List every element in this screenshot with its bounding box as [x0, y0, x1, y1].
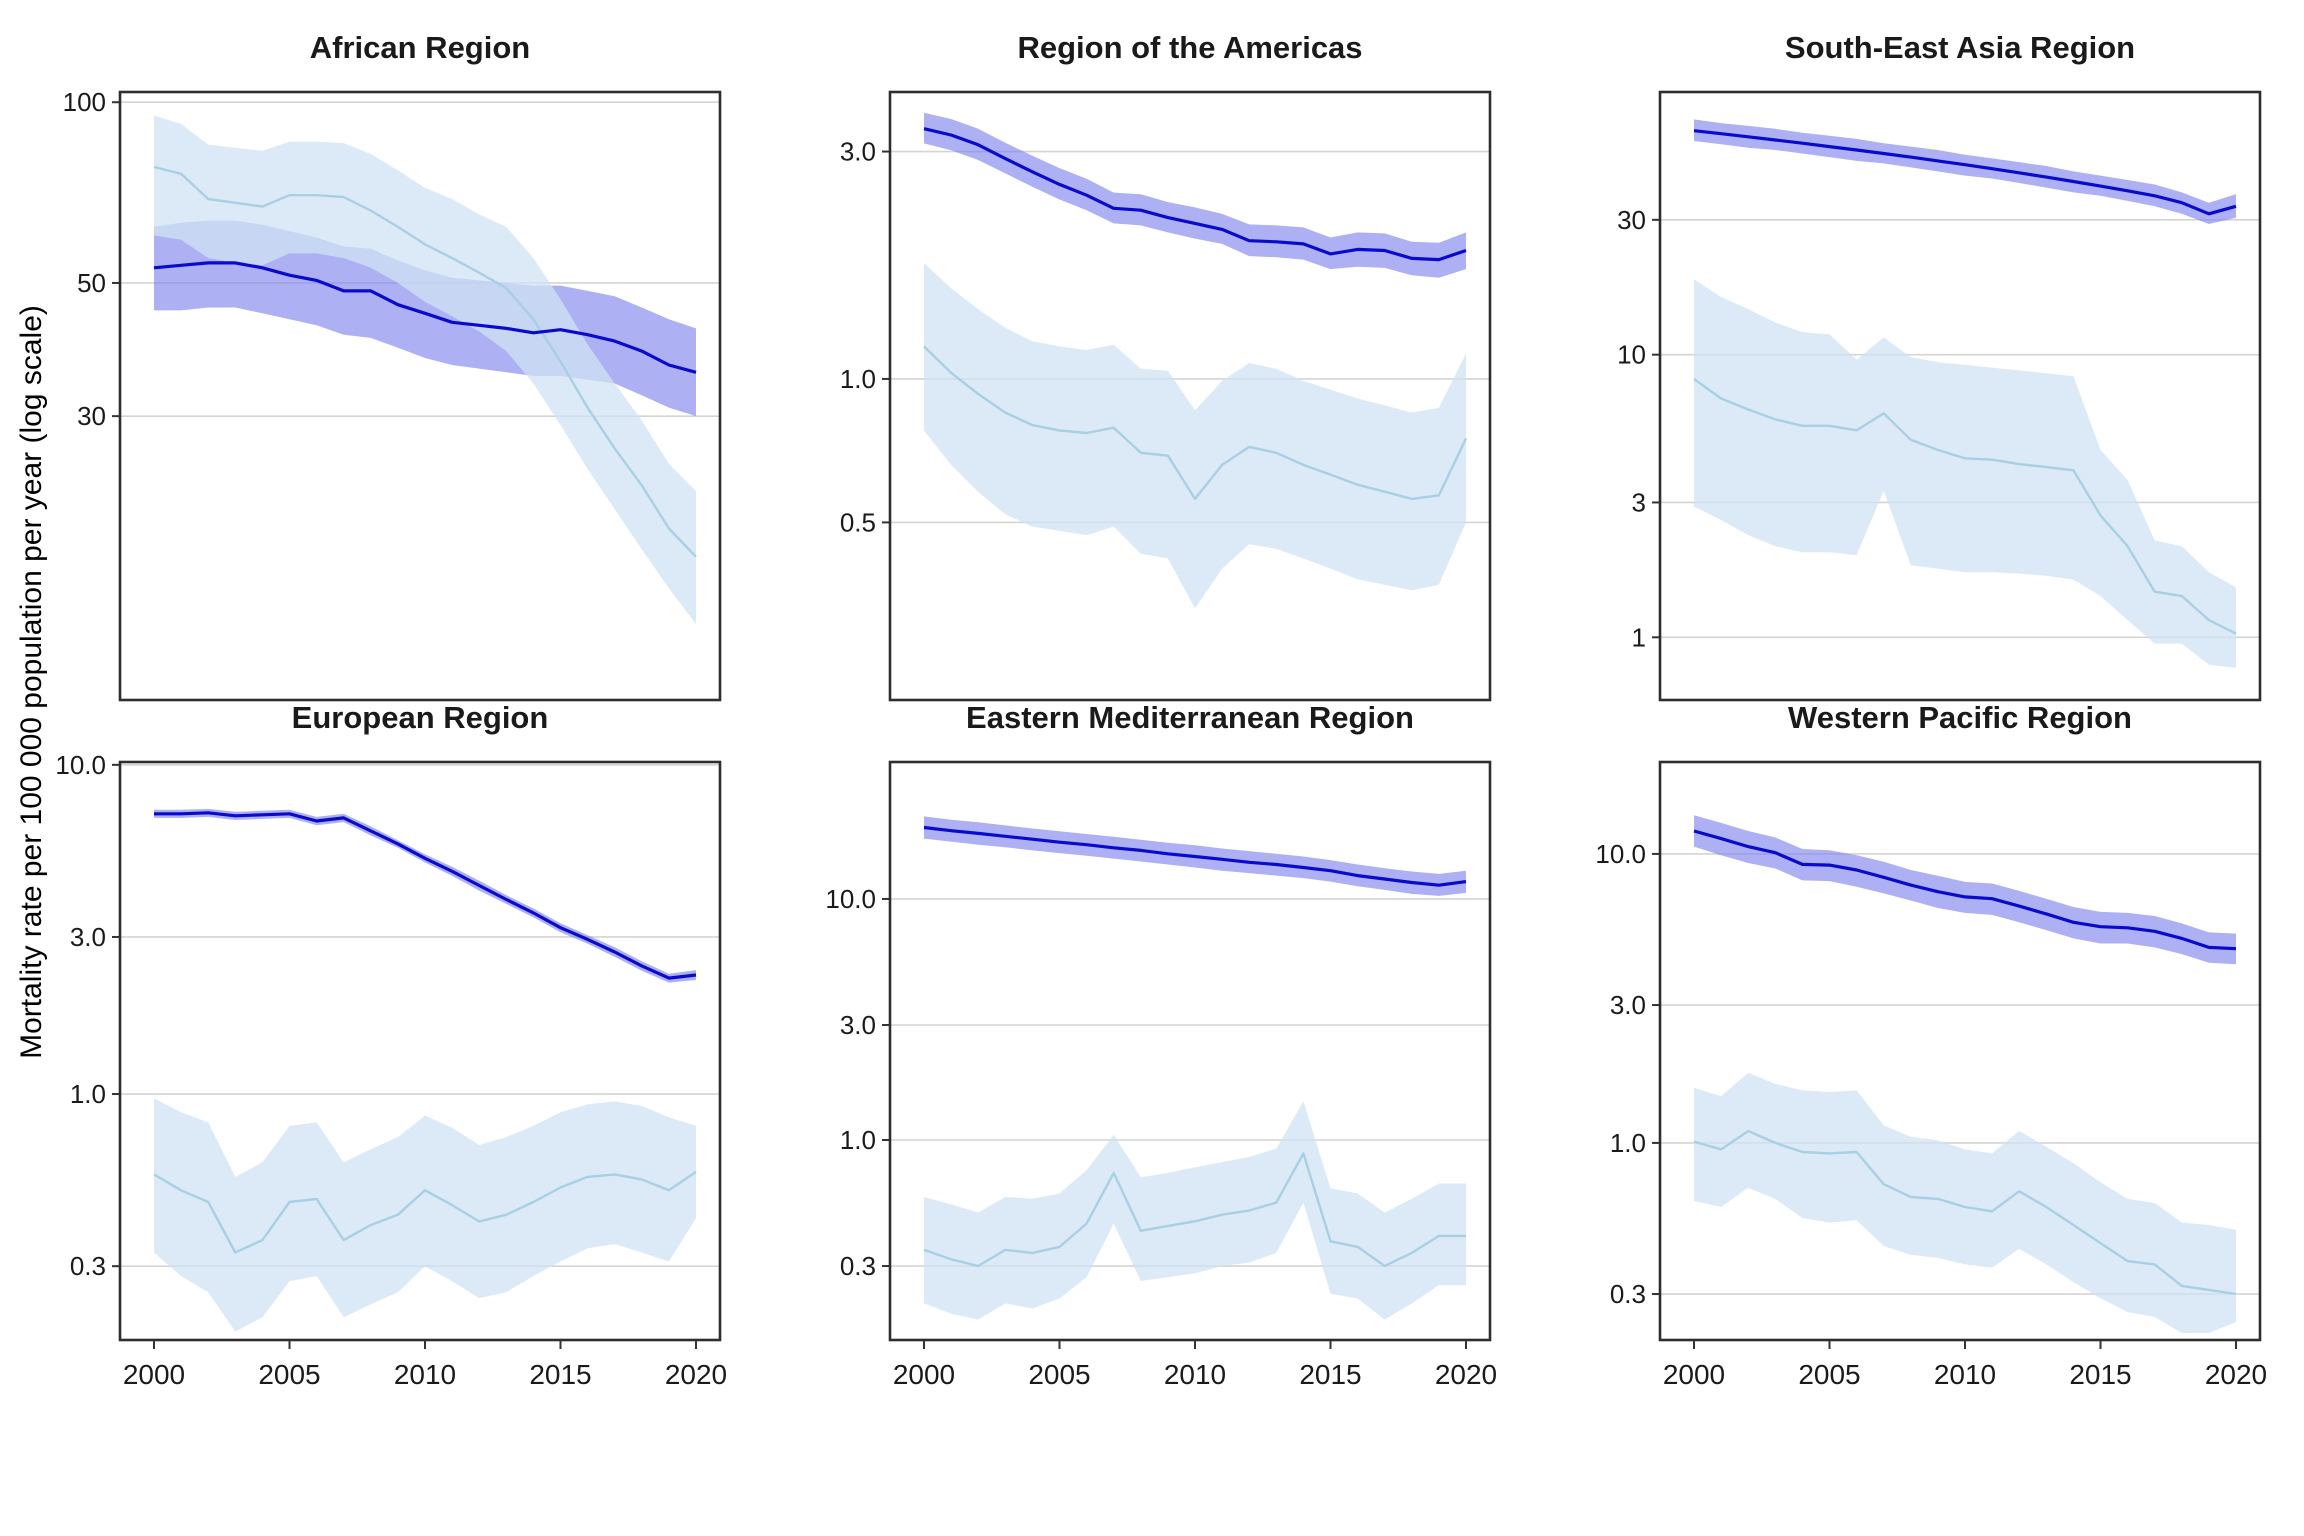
y-tick-label: 30: [77, 401, 106, 431]
plot-area: [923, 112, 1468, 609]
y-tick-label: 1.0: [840, 364, 876, 394]
panel-plot-region-of-the-americas: 3.0 1.0 0.5: [840, 90, 1492, 702]
panel-border: [888, 760, 1492, 1342]
panel-plot-western-pacific-region: 10.0 3.0 1.0 0.3 2000 2005 2010 2015 2020: [1595, 760, 2267, 1390]
y-tick-label: 0.3: [840, 1251, 876, 1281]
plot-area: [153, 808, 697, 1332]
y-tick-label: 0.3: [1610, 1279, 1646, 1309]
panel-border: [118, 760, 722, 1342]
x-tick-label: 2000: [893, 1359, 955, 1390]
line-dark-blue: [154, 811, 697, 980]
ribbon-light-blue: [154, 115, 696, 625]
facet-african-region: African Region 100 50 30: [30, 0, 722, 1536]
line-dark-blue: [923, 825, 1467, 887]
panel-border: [1658, 760, 2262, 1342]
y-tick-label: 10.0: [1595, 839, 1646, 869]
y-tick-label: 50: [77, 268, 106, 298]
x-tick-label: 2020: [1435, 1359, 1497, 1390]
facet-title: Region of the Americas: [1017, 30, 1363, 65]
line-light-blue: [1693, 378, 2237, 635]
y-tick-label: 0.5: [840, 507, 876, 537]
x-tick-label: 2020: [665, 1359, 727, 1390]
ribbon-light-blue: [1694, 1072, 2236, 1333]
facet-western-pacific-region: Western Pacific Region 10.0 3.0 1.0 0.3 2000…: [1570, 0, 2267, 1536]
panel-border: [1658, 90, 2262, 702]
line-dark-blue: [1693, 829, 2237, 951]
panel-plot-european-region: 10.0 3.0 1.0 0.3 2000 2005 2010 2015 2020: [55, 750, 727, 1390]
line-dark-blue: [923, 127, 1467, 262]
x-tick-label: 2010: [394, 1359, 456, 1390]
line-dark-blue: [153, 261, 697, 374]
plot-area: [1693, 119, 2237, 668]
x-tick-label: 2005: [1798, 1359, 1860, 1390]
x-tick-label: 2005: [258, 1359, 320, 1390]
facet-title: Eastern Mediterranean Region: [966, 700, 1414, 735]
x-tick-label: 2000: [123, 1359, 185, 1390]
line-light-blue: [153, 165, 697, 558]
x-tick-label: 2000: [1663, 1359, 1725, 1390]
y-tick-label: 10: [1617, 340, 1646, 370]
ribbon-light-blue: [924, 1101, 1466, 1320]
facet-title: African Region: [309, 30, 531, 65]
line-light-blue: [1693, 1129, 2237, 1296]
x-tick-label: 2015: [1299, 1359, 1361, 1390]
y-tick-label: 3.0: [1610, 990, 1646, 1020]
facet-region-of-the-americas: Region of the Americas 3.0 1.0 0.5: [800, 0, 1492, 1536]
plot-area: [153, 115, 697, 625]
facet-european-region: European Region 10.0 3.0 1.0 0.3 2000 2005 201…: [30, 0, 727, 1536]
x-tick-label: 2020: [2205, 1359, 2267, 1390]
facet-title: European Region: [291, 700, 549, 735]
y-tick-label: 1.0: [70, 1079, 106, 1109]
x-tick-label: 2015: [529, 1359, 591, 1390]
panel-border: [888, 90, 1492, 702]
facet-title: South-East Asia Region: [1784, 30, 2136, 65]
y-tick-label: 10.0: [825, 884, 876, 914]
panel-plot-south-east-asia-region: 30 10 3 1: [1617, 90, 2262, 702]
facet-south-east-asia-region: South-East Asia Region 30 10 3 1: [1570, 0, 2262, 1536]
panel-border: [118, 90, 722, 702]
y-tick-label: 1.0: [1610, 1128, 1646, 1158]
y-tick-label: 3.0: [70, 922, 106, 952]
facet-title: Western Pacific Region: [1788, 700, 2132, 735]
y-tick-label: 100: [63, 87, 106, 117]
plot-area: [1693, 815, 2237, 1333]
y-tick-label: 10.0: [55, 750, 106, 780]
x-tick-label: 2010: [1934, 1359, 1996, 1390]
line-light-blue: [923, 345, 1468, 501]
y-tick-label: 1.0: [840, 1125, 876, 1155]
ribbon-dark-blue: [924, 112, 1466, 278]
y-tick-label: 0.3: [70, 1251, 106, 1281]
facet-eastern-mediterranean-region: Eastern Mediterranean Region 10.0 3.0 1.0 0…: [800, 0, 1497, 1536]
x-tick-label: 2015: [2069, 1359, 2131, 1390]
y-tick-label: 3: [1632, 487, 1646, 517]
x-tick-label: 2005: [1028, 1359, 1090, 1390]
line-dark-blue: [1693, 129, 2237, 216]
y-tick-label: 3.0: [840, 1010, 876, 1040]
ribbon-light-blue: [924, 263, 1466, 609]
plot-area: [923, 816, 1467, 1320]
ribbon-light-blue: [1694, 279, 2236, 668]
panel-plot-eastern-mediterranean-region: 10.0 3.0 1.0 0.3 2000 2005 2010 2015 2020: [825, 760, 1497, 1390]
x-tick-label: 2010: [1164, 1359, 1226, 1390]
panel-plot-african-region: 100 50 30: [63, 87, 722, 702]
line-light-blue: [923, 1152, 1466, 1268]
y-tick-label: 30: [1617, 205, 1646, 235]
ribbon-light-blue: [154, 1098, 696, 1332]
line-light-blue: [153, 1170, 697, 1254]
y-tick-label: 1: [1632, 622, 1646, 652]
y-tick-label: 3.0: [840, 137, 876, 167]
